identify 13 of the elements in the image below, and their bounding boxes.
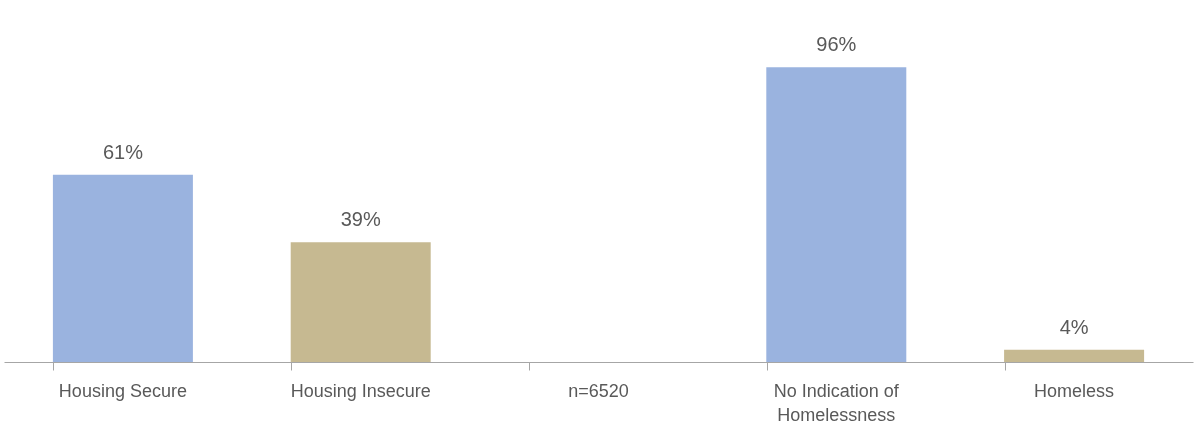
data-label: 96%	[816, 33, 857, 56]
x-tick-label: Housing Insecure	[290, 380, 431, 401]
x-tick-label: No Indication of Homelessness	[773, 380, 900, 425]
data-label: 61%	[102, 140, 144, 163]
bar	[1004, 349, 1145, 362]
bar	[52, 174, 193, 362]
bar	[290, 242, 431, 362]
x-tick-label: n=6520	[568, 380, 629, 401]
data-label: 39%	[340, 208, 381, 231]
x-tick-label: Homeless	[1034, 380, 1115, 401]
x-tick-label: Housing Secure	[58, 380, 187, 401]
bar	[766, 67, 907, 362]
data-label: 4%	[1059, 315, 1089, 338]
